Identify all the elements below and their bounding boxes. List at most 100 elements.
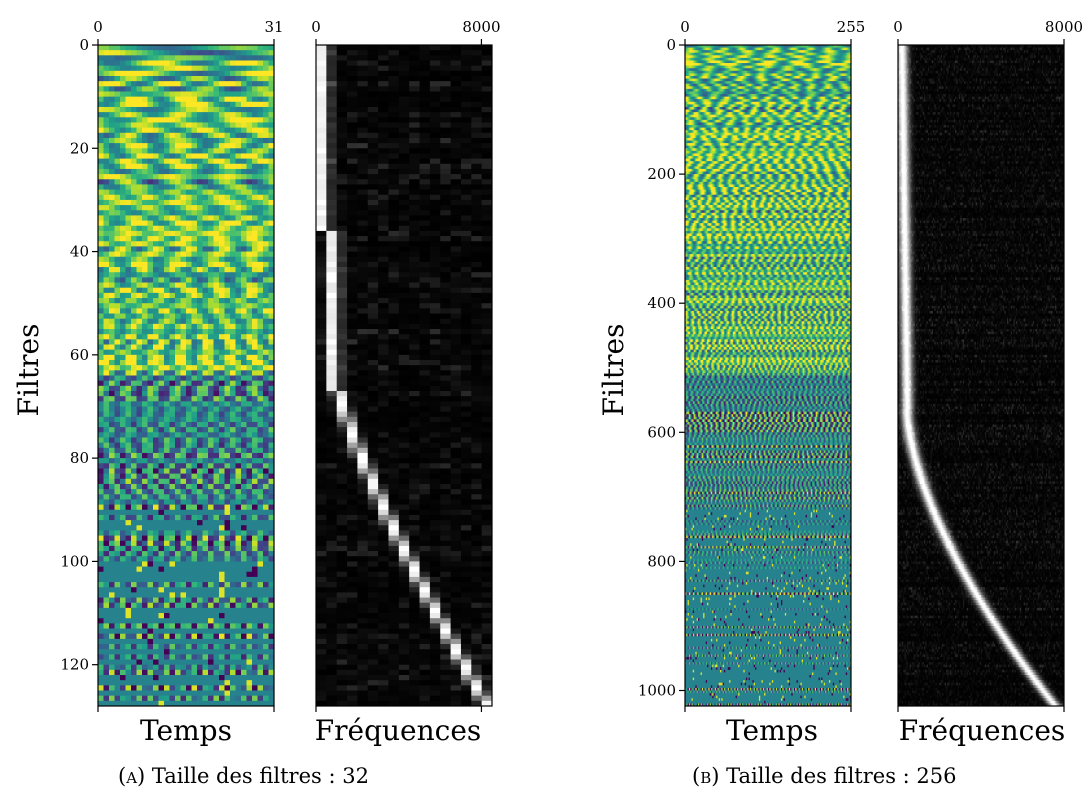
heatmap-cell <box>115 257 121 263</box>
heatmap-cell <box>225 112 231 118</box>
heatmap-cell <box>186 277 192 283</box>
heatmap-cell <box>109 66 115 72</box>
heatmap-cell <box>263 257 269 263</box>
heatmap-cell <box>159 143 165 149</box>
heatmap-cell <box>258 272 264 278</box>
heatmap-cell <box>109 107 115 113</box>
heatmap-cell <box>175 60 181 66</box>
heatmap-cell <box>164 272 170 278</box>
heatmap-cell <box>148 60 154 66</box>
heatmap-cell <box>148 246 154 252</box>
heatmap-cell <box>208 138 214 144</box>
heatmap-cell <box>263 184 269 190</box>
heatmap-cell <box>170 236 176 242</box>
heatmap-cell <box>126 179 132 185</box>
heatmap-cell <box>236 267 242 273</box>
heatmap-cell <box>148 174 154 180</box>
heatmap-cell <box>159 97 165 103</box>
heatmap-cell <box>241 164 247 170</box>
heatmap-cell <box>109 205 115 211</box>
heatmap-cell <box>236 71 242 77</box>
heatmap-cell <box>170 241 176 247</box>
heatmap-cell <box>263 272 269 278</box>
heatmap-cell <box>197 60 203 66</box>
heatmap-cell <box>115 138 121 144</box>
heatmap-cell <box>263 60 269 66</box>
heatmap-cell <box>159 236 165 242</box>
heatmap-cell <box>142 164 148 170</box>
heatmap-cell <box>258 298 264 304</box>
heatmap-cell <box>109 293 115 299</box>
heatmap-cell <box>225 55 231 61</box>
heatmap-cell <box>137 148 143 154</box>
heatmap-cell <box>197 200 203 206</box>
heatmap-cell <box>225 215 231 221</box>
heatmap-cell <box>225 102 231 108</box>
heatmap-cell <box>104 86 110 92</box>
heatmap-cell <box>109 102 115 108</box>
heatmap-cell <box>142 91 148 97</box>
heatmap-cell <box>203 76 209 82</box>
heatmap-cell <box>219 112 225 118</box>
heatmap-cell <box>115 50 121 56</box>
heatmap-cell <box>164 102 170 108</box>
heatmap-cell <box>230 277 236 283</box>
heatmap-cell <box>230 205 236 211</box>
heatmap-cell <box>208 262 214 268</box>
heatmap-cell <box>208 257 214 263</box>
heatmap-cell <box>252 133 258 139</box>
heatmap-cell <box>104 45 110 51</box>
heatmap-cell <box>170 159 176 165</box>
heatmap-cell <box>197 71 203 77</box>
heatmap-cell <box>236 81 242 87</box>
heatmap-cell <box>175 184 181 190</box>
heatmap-cell <box>197 138 203 144</box>
heatmap-cell <box>247 71 253 77</box>
heatmap-cell <box>109 190 115 196</box>
heatmap-cell <box>175 71 181 77</box>
heatmap-cell <box>252 210 258 216</box>
heatmap-cell <box>164 133 170 139</box>
heatmap-cell <box>98 102 104 108</box>
heatmap-cell <box>120 257 126 263</box>
heatmap-cell <box>126 303 132 309</box>
heatmap-cell <box>120 267 126 273</box>
heatmap-cell <box>247 76 253 82</box>
heatmap-cell <box>236 102 242 108</box>
heatmap-cell <box>137 308 143 314</box>
heatmap-cell <box>186 50 192 56</box>
heatmap-cell <box>236 221 242 227</box>
heatmap-cell <box>252 174 258 180</box>
heatmap-cell <box>208 215 214 221</box>
heatmap-cell <box>175 262 181 268</box>
heatmap-cell <box>219 86 225 92</box>
heatmap-cell <box>137 205 143 211</box>
heatmap-cell <box>230 252 236 258</box>
heatmap-cell <box>115 277 121 283</box>
heatmap-cell <box>252 76 258 82</box>
heatmap-cell <box>126 231 132 237</box>
heatmap-cell <box>241 122 247 128</box>
heatmap-cell <box>247 246 253 252</box>
heatmap-cell <box>137 122 143 128</box>
heatmap-cell <box>197 262 203 268</box>
heatmap-cell <box>197 159 203 165</box>
heatmap-cell <box>164 128 170 134</box>
heatmap-cell <box>109 288 115 294</box>
heatmap-cell <box>203 215 209 221</box>
heatmap-cell <box>109 272 115 278</box>
heatmap-cell <box>164 262 170 268</box>
heatmap-cell <box>175 81 181 87</box>
heatmap-cell <box>170 303 176 309</box>
heatmap-cell <box>214 143 220 149</box>
heatmap-cell <box>153 288 159 294</box>
heatmap-cell <box>175 128 181 134</box>
heatmap-cell <box>252 91 258 97</box>
heatmap-cell <box>225 60 231 66</box>
heatmap-cell <box>219 122 225 128</box>
heatmap-cell <box>164 50 170 56</box>
heatmap-cell <box>98 252 104 258</box>
heatmap-cell <box>203 169 209 175</box>
heatmap-cell <box>181 60 187 66</box>
heatmap-cell <box>109 86 115 92</box>
